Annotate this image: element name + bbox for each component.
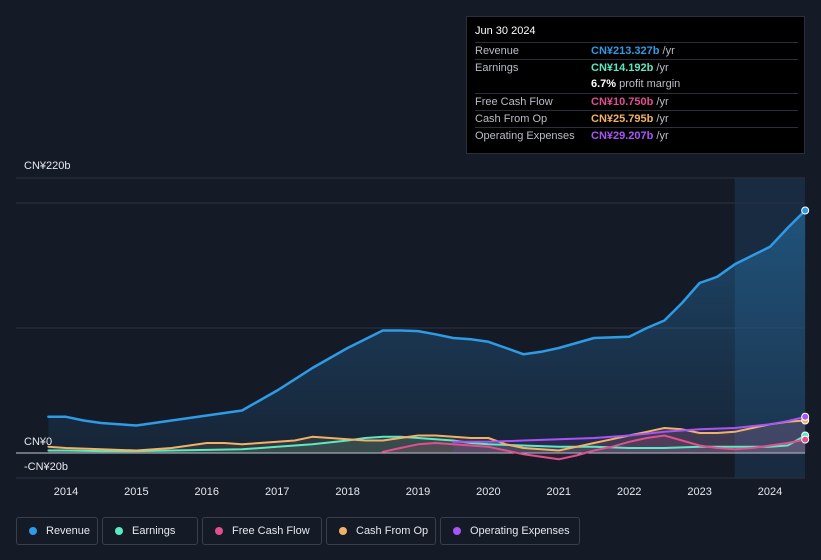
- tooltip-row-revenue: Revenue CN¥213.327b /yr: [475, 42, 798, 60]
- x-tick-label-2021: 2021: [547, 486, 571, 498]
- free-cash-flow-endpoint-marker: [801, 435, 810, 444]
- tooltip-label: Earnings: [475, 62, 519, 74]
- revenue-area: [48, 210, 806, 453]
- legend-item-operating-expenses[interactable]: Operating Expenses: [440, 517, 580, 545]
- legend-item-revenue[interactable]: Revenue: [16, 517, 98, 545]
- operating-expenses-endpoint-marker: [801, 412, 810, 421]
- operating-expenses-line: [452, 415, 807, 443]
- x-tick-label-2016: 2016: [195, 486, 219, 498]
- tooltip-value: CN¥25.795b /yr: [591, 113, 669, 125]
- free-cash-flow-line: [381, 434, 807, 461]
- legend-label: Cash From Op: [356, 525, 429, 537]
- revenue-line: [47, 209, 807, 427]
- tooltip-profit-margin: 6.7% profit margin: [591, 78, 681, 90]
- tooltip-value: CN¥14.192b /yr: [591, 62, 669, 74]
- x-tick-label-2022: 2022: [617, 486, 641, 498]
- free-cash-flow-dot-icon: [215, 527, 223, 535]
- tooltip-value: CN¥29.207b /yr: [591, 130, 669, 142]
- legend-item-free-cash-flow[interactable]: Free Cash Flow: [202, 517, 322, 545]
- tooltip-row-free-cash-flow: Free Cash Flow CN¥10.750b /yr: [475, 93, 798, 111]
- y-axis-bottom-label: -CN¥20b: [24, 461, 68, 473]
- operating-expenses-area: [453, 416, 806, 453]
- legend-label: Free Cash Flow: [232, 525, 310, 537]
- x-tick-label-2020: 2020: [476, 486, 500, 498]
- legend-label: Earnings: [132, 525, 176, 537]
- tooltip-row-earnings: Earnings CN¥14.192b /yr: [475, 59, 798, 77]
- data-tooltip: Jun 30 2024 Revenue CN¥213.327b /yr Earn…: [466, 16, 805, 154]
- x-tick-label-2019: 2019: [406, 486, 430, 498]
- x-tick-label-2023: 2023: [687, 486, 711, 498]
- tooltip-value: CN¥213.327b /yr: [591, 45, 675, 57]
- earnings-line: [47, 434, 807, 453]
- earnings-dot-icon: [115, 527, 123, 535]
- revenue-dot-icon: [29, 527, 37, 535]
- tooltip-value: CN¥10.750b /yr: [591, 96, 669, 108]
- tooltip-row-operating-expenses: Operating Expenses CN¥29.207b /yr: [475, 127, 798, 145]
- y-axis-zero-label: CN¥0: [24, 436, 52, 448]
- cash-from-op-dot-icon: [339, 527, 347, 535]
- legend-label: Operating Expenses: [470, 525, 570, 537]
- operating-expenses-dot-icon: [453, 527, 461, 535]
- x-tick-label-2018: 2018: [335, 486, 359, 498]
- tooltip-label: Revenue: [475, 45, 520, 57]
- x-tick-label-2017: 2017: [265, 486, 289, 498]
- legend-label: Revenue: [46, 525, 91, 537]
- x-tick-label-2015: 2015: [124, 486, 148, 498]
- tooltip-label: Operating Expenses: [475, 130, 575, 142]
- tooltip-row-cash-from-op: Cash From Op CN¥25.795b /yr: [475, 110, 798, 128]
- tooltip-label: Free Cash Flow: [475, 96, 553, 108]
- x-tick-label-2024: 2024: [758, 486, 782, 498]
- free-cash-flow-area: [382, 435, 806, 460]
- legend-item-cash-from-op[interactable]: Cash From Op: [326, 517, 436, 545]
- y-axis-top-label: CN¥220b: [24, 160, 70, 172]
- tooltip-date: Jun 30 2024: [475, 25, 536, 37]
- revenue-endpoint-marker: [801, 206, 810, 215]
- legend-item-earnings[interactable]: Earnings: [102, 517, 198, 545]
- tooltip-label: Cash From Op: [475, 113, 548, 125]
- x-tick-label-2014: 2014: [54, 486, 78, 498]
